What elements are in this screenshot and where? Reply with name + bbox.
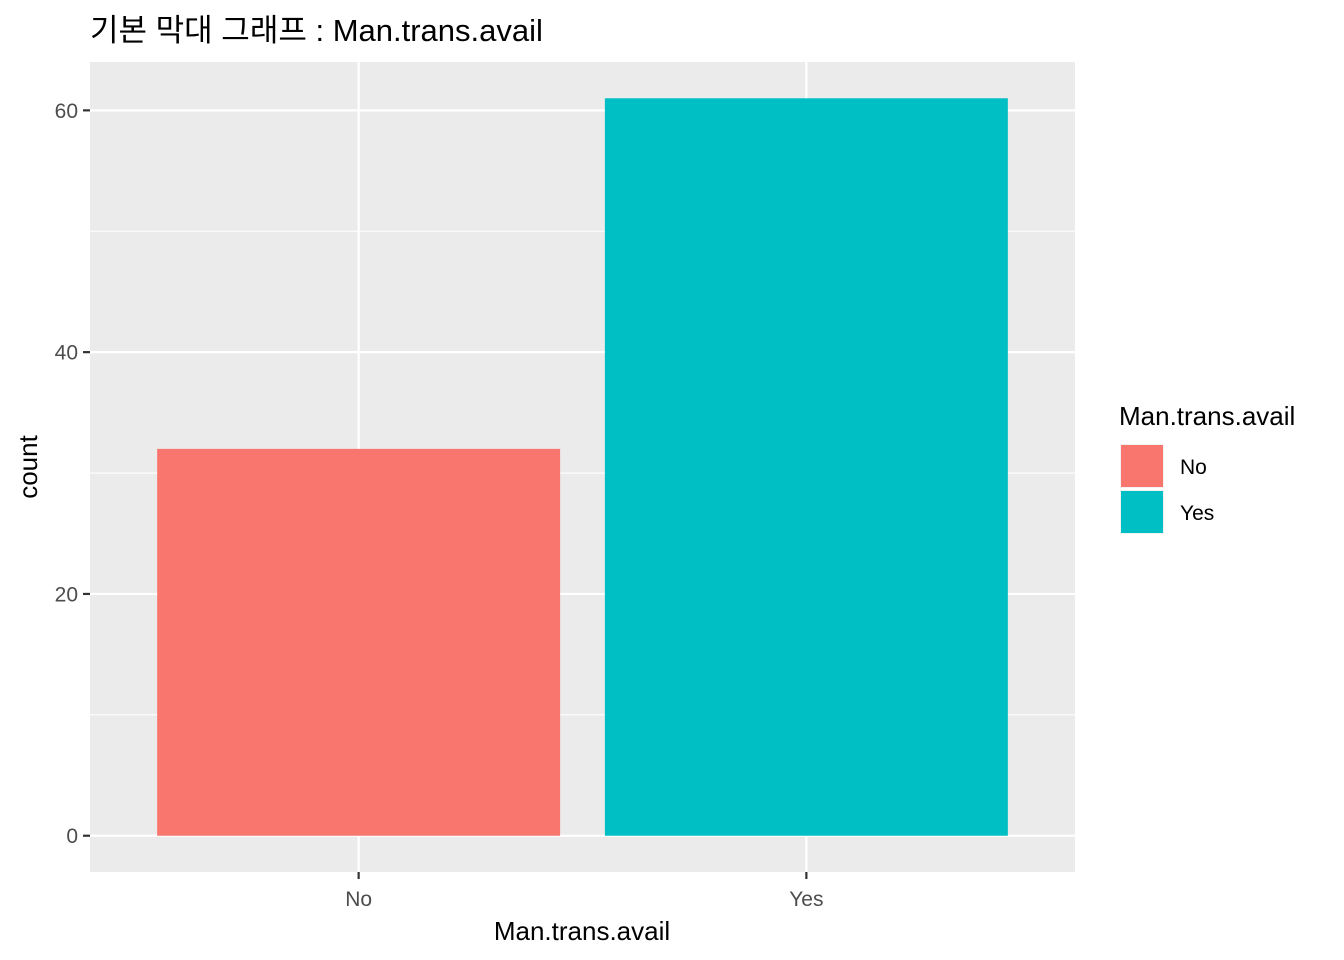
chart-title: 기본 막대 그래프 : Man.trans.avail — [90, 13, 543, 48]
legend-title: Man.trans.avail — [1119, 401, 1295, 431]
legend-swatch-no — [1121, 445, 1163, 487]
bar-no — [157, 448, 561, 836]
legend-swatch-yes — [1121, 491, 1163, 533]
y-tick-label: 0 — [66, 825, 78, 848]
y-axis: 0 20 40 60 — [55, 100, 90, 848]
legend-label: No — [1180, 456, 1207, 479]
x-tick-label: No — [345, 888, 372, 911]
x-axis: No Yes — [345, 872, 823, 911]
x-axis-title: Man.trans.avail — [494, 916, 670, 946]
y-tick-label: 40 — [55, 342, 78, 365]
y-tick-label: 60 — [55, 100, 78, 123]
bars — [157, 98, 1008, 836]
y-tick-label: 20 — [55, 583, 78, 606]
legend-items: No Yes — [1120, 444, 1214, 534]
legend: Man.trans.avail No Yes — [1119, 401, 1295, 534]
x-tick-label: Yes — [789, 888, 823, 911]
bar-yes — [604, 98, 1008, 836]
legend-label: Yes — [1180, 502, 1214, 525]
y-axis-title: count — [13, 434, 43, 498]
